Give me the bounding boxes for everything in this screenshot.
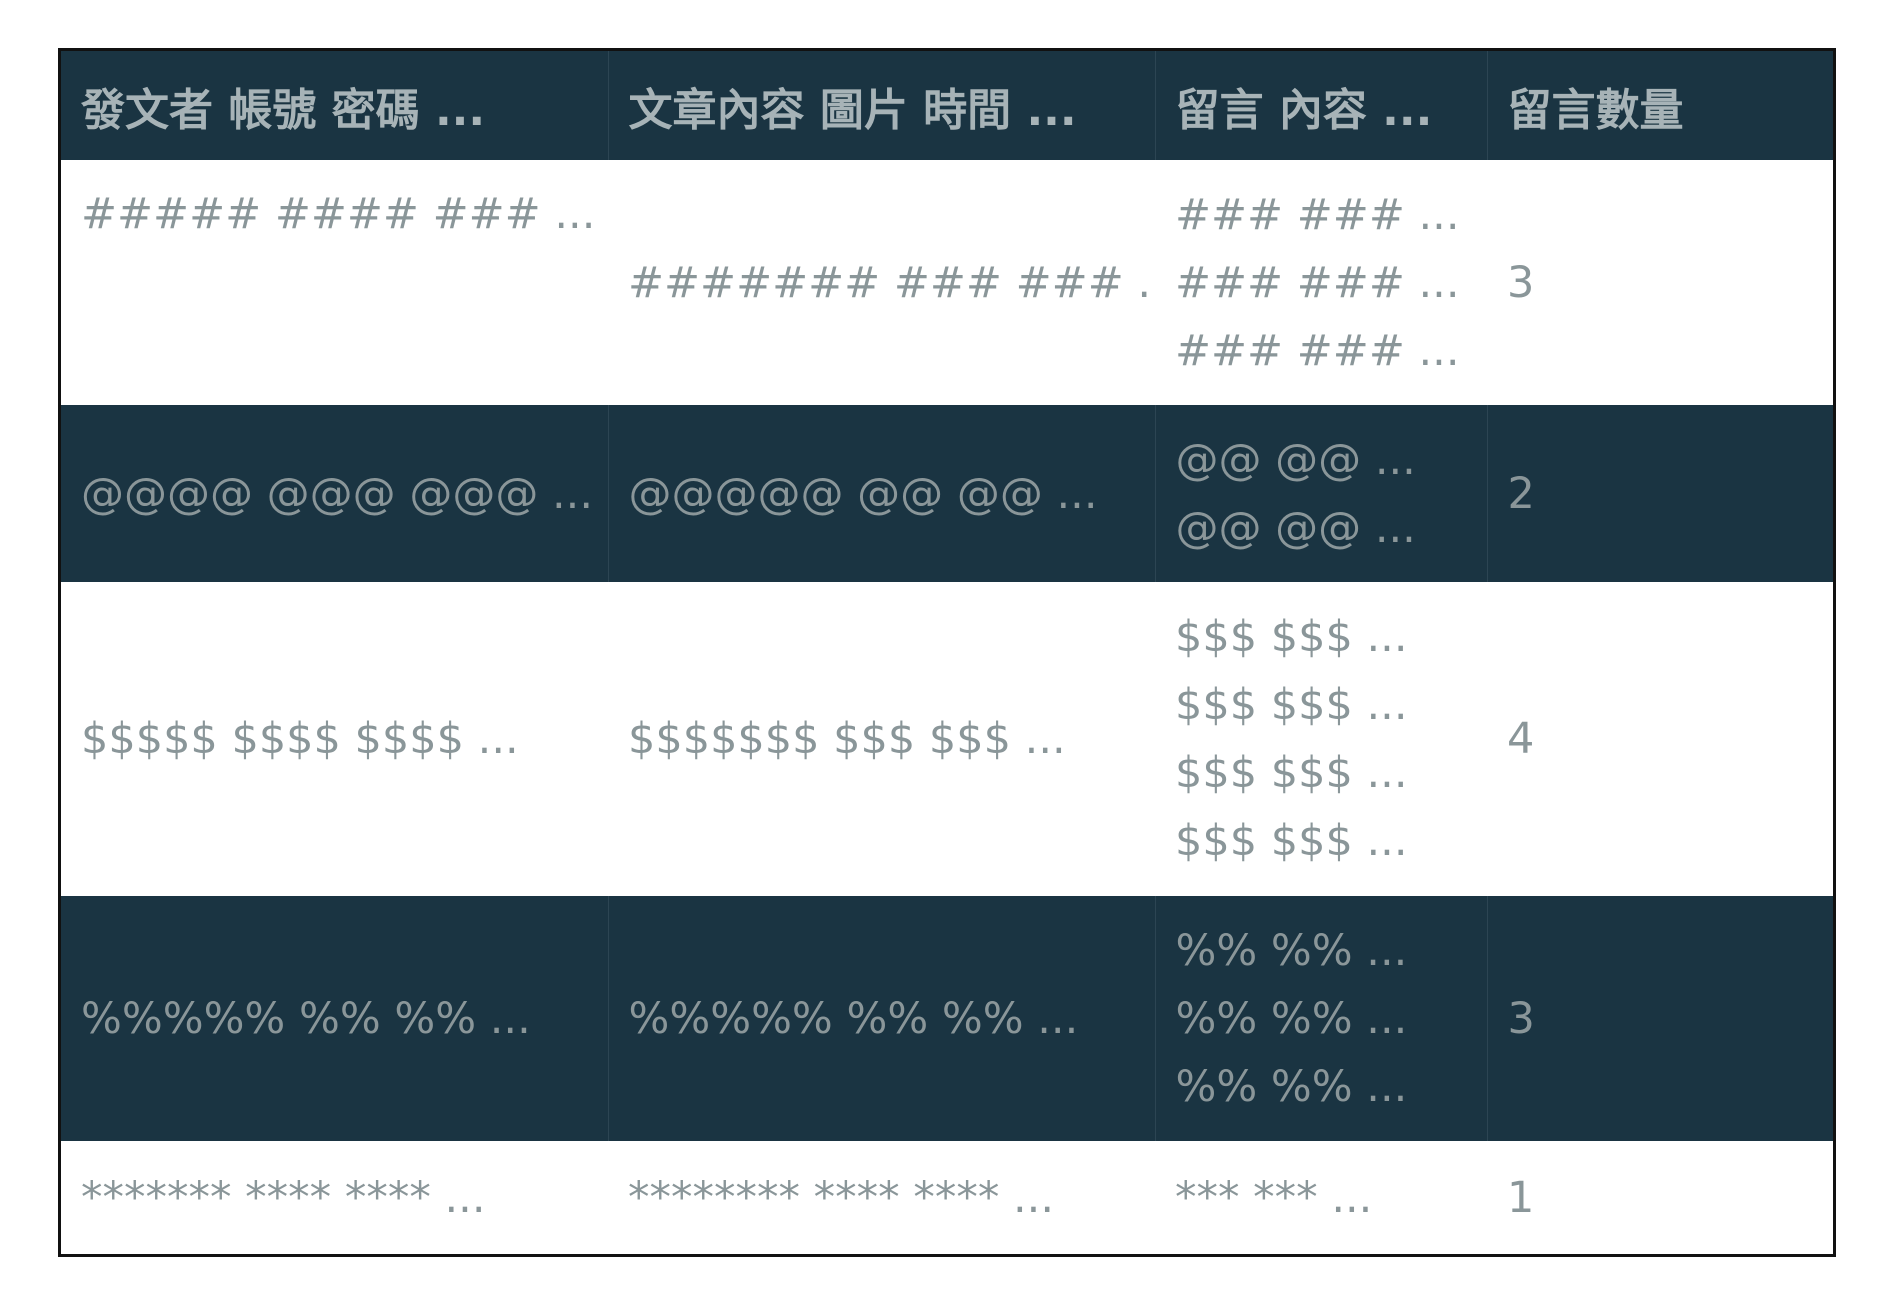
comment-count-cell: 1: [1507, 1172, 1535, 1223]
post-cell: $$$$$$$ $$$ $$$ ...: [628, 714, 1066, 764]
header-row: 發文者 帳號 密碼 ... 文章內容 圖片 時間 ... 留言 內容 ... 留…: [61, 51, 1833, 160]
comment-line: @@ @@ ...: [1175, 434, 1416, 485]
table-row: @@@@ @@@ @@@ ... @@@@@ @@ @@ ... @@ @@ .…: [61, 405, 1833, 582]
comment-count-cell: 3: [1507, 993, 1535, 1044]
table-row: $$$$$ $$$$ $$$$ ... $$$$$$$ $$$ $$$ ... …: [61, 582, 1833, 896]
author-cell: ******* **** **** ...: [81, 1172, 486, 1223]
header-post: 文章內容 圖片 時間 ...: [608, 51, 1156, 160]
table-header: 發文者 帳號 密碼 ... 文章內容 圖片 時間 ... 留言 內容 ... 留…: [61, 51, 1833, 160]
posts-table-grid: 發文者 帳號 密碼 ... 文章內容 圖片 時間 ... 留言 內容 ... 留…: [61, 51, 1833, 1254]
comment-line: $$$ $$$ ...: [1175, 612, 1408, 662]
comment-line: ### ### ...: [1175, 325, 1460, 376]
post-cell: @@@@@ @@ @@ ...: [608, 405, 1156, 582]
comments-cell: *** *** ...: [1155, 1141, 1487, 1254]
posts-table: 發文者 帳號 密碼 ... 文章內容 圖片 時間 ... 留言 內容 ... 留…: [58, 48, 1836, 1257]
comment-line: ### ### ...: [1175, 189, 1460, 240]
comment-line: %% %% ...: [1175, 1061, 1408, 1112]
comment-line: $$$ $$$ ...: [1175, 680, 1408, 730]
comment-count-cell: 2: [1507, 468, 1535, 519]
comment-line: %% %% ...: [1175, 993, 1408, 1044]
comment-line: *** *** ...: [1175, 1172, 1373, 1223]
header-comments: 留言 內容 ...: [1155, 51, 1488, 160]
post-cell: ******** **** **** ...: [628, 1172, 1055, 1223]
author-cell: @@@@ @@@ @@@ ...: [61, 405, 609, 582]
header-author: 發文者 帳號 密碼 ...: [61, 51, 609, 160]
comment-count-cell: 3: [1507, 257, 1535, 308]
comments-cell: ### ### ... ### ### ... ### ### ...: [1155, 160, 1487, 405]
comment-line: $$$ $$$ ...: [1175, 816, 1408, 866]
comments-cell: @@ @@ ... @@ @@ ...: [1155, 405, 1488, 582]
table-row: ##### #### ### ... ####### ### ### ... #…: [61, 160, 1833, 405]
header-comment-count: 留言數量: [1507, 84, 1684, 136]
post-cell: %%%%% %% %% ...: [608, 896, 1156, 1141]
comment-line: ### ### ...: [1175, 257, 1460, 308]
table-body: ##### #### ### ... ####### ### ### ... #…: [61, 160, 1833, 1254]
table-row: %%%%% %% %% ... %%%%% %% %% ... %% %% ..…: [61, 896, 1833, 1141]
comment-line: $$$ $$$ ...: [1175, 748, 1408, 798]
author-cell: $$$$$ $$$$ $$$$ ...: [81, 714, 519, 764]
comment-count-cell: 4: [1507, 714, 1535, 764]
comment-line: @@ @@ ...: [1175, 502, 1416, 553]
comment-line: %% %% ...: [1175, 925, 1408, 976]
comments-cell: $$$ $$$ ... $$$ $$$ ... $$$ $$$ ... $$$ …: [1155, 582, 1487, 896]
comments-cell: %% %% ... %% %% ... %% %% ...: [1155, 896, 1488, 1141]
post-cell: ####### ### ### ...: [628, 257, 1155, 308]
table-row: ******* **** **** ... ******** **** ****…: [61, 1141, 1833, 1254]
author-cell: ##### #### ### ...: [81, 189, 596, 239]
author-cell: %%%%% %% %% ...: [61, 896, 609, 1141]
